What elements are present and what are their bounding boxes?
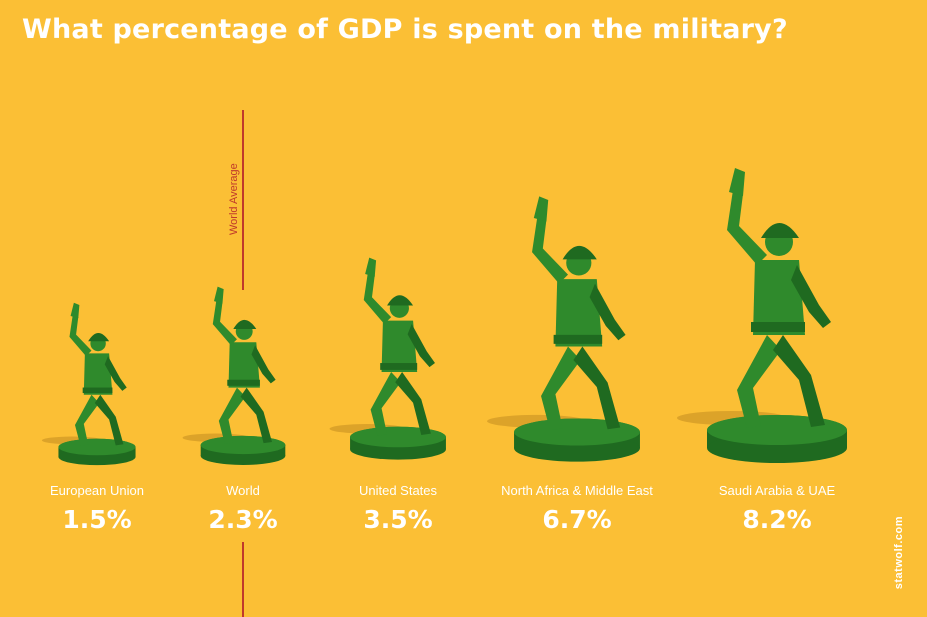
category-label: United States (359, 483, 438, 498)
category-label: Saudi Arabia & UAE (719, 483, 836, 498)
category-label: North Africa & Middle East (501, 483, 653, 498)
value-label: 8.2% (742, 505, 811, 534)
page-title: What percentage of GDP is spent on the m… (22, 14, 788, 45)
category-label: World (226, 483, 260, 498)
reference-line-label: World Average (228, 163, 240, 235)
value-label: 3.5% (363, 505, 432, 534)
credit-text: statwolf.com (893, 515, 905, 589)
category-label: European Union (50, 483, 144, 498)
value-label: 1.5% (62, 505, 131, 534)
value-label: 6.7% (542, 505, 611, 534)
value-label: 2.3% (208, 505, 277, 534)
